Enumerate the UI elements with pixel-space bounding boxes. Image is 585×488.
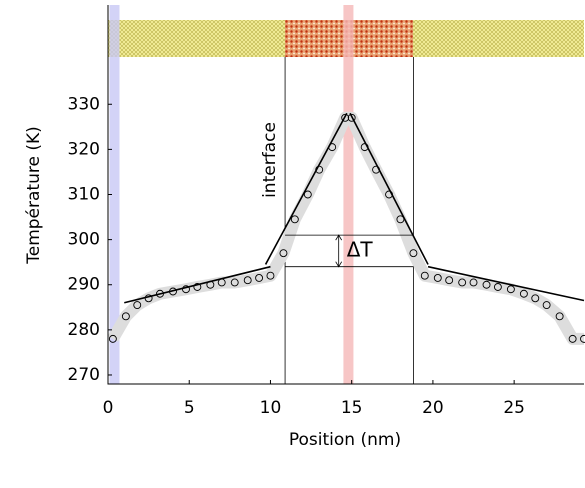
x-tick-label: 5 — [184, 398, 195, 418]
x-axis-label: Position (nm) — [289, 430, 401, 450]
y-tick-label: 270 — [68, 365, 100, 385]
x-tick-label: 15 — [341, 398, 363, 418]
y-tick-label: 330 — [68, 94, 100, 114]
y-tick-label: 290 — [68, 275, 100, 295]
x-tick-label: 10 — [260, 398, 282, 418]
x-tick-label: 0 — [103, 398, 114, 418]
band — [343, 5, 353, 384]
y-tick-label: 280 — [68, 320, 100, 340]
y-tick-label: 300 — [68, 230, 100, 250]
x-tick-label: 20 — [422, 398, 444, 418]
y-tick-label: 310 — [68, 185, 100, 205]
y-tick-label: 320 — [68, 139, 100, 159]
y-axis-label: Température (K) — [24, 126, 44, 265]
x-tick-label: 25 — [503, 398, 525, 418]
annotation: ΔT — [347, 237, 374, 261]
annotation: interface — [260, 122, 280, 198]
